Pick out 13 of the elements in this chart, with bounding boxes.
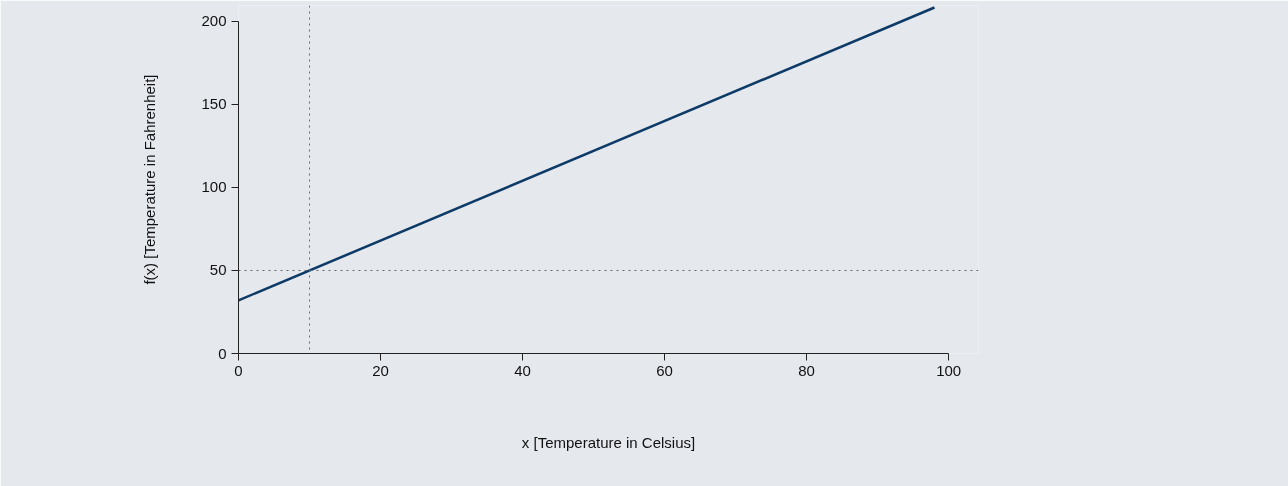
x-tick-label: 40 <box>514 361 531 379</box>
y-axis-title: f(x) [Temperature in Fahrenheit] <box>141 74 159 285</box>
x-tick-label: 60 <box>656 361 673 379</box>
y-tick-label: 0 <box>218 344 227 362</box>
y-tick-label: 100 <box>201 178 227 196</box>
x-tick-label: 0 <box>234 361 243 379</box>
x-tick-label: 80 <box>798 361 815 379</box>
y-tick-label: 50 <box>209 261 227 279</box>
y-tick-label: 150 <box>201 95 227 113</box>
x-tick-label: 20 <box>372 361 389 379</box>
x-axis-title: x [Temperature in Celsius] <box>521 433 696 451</box>
y-tick-label: 200 <box>201 12 227 30</box>
x-tick-label: 100 <box>936 361 962 379</box>
